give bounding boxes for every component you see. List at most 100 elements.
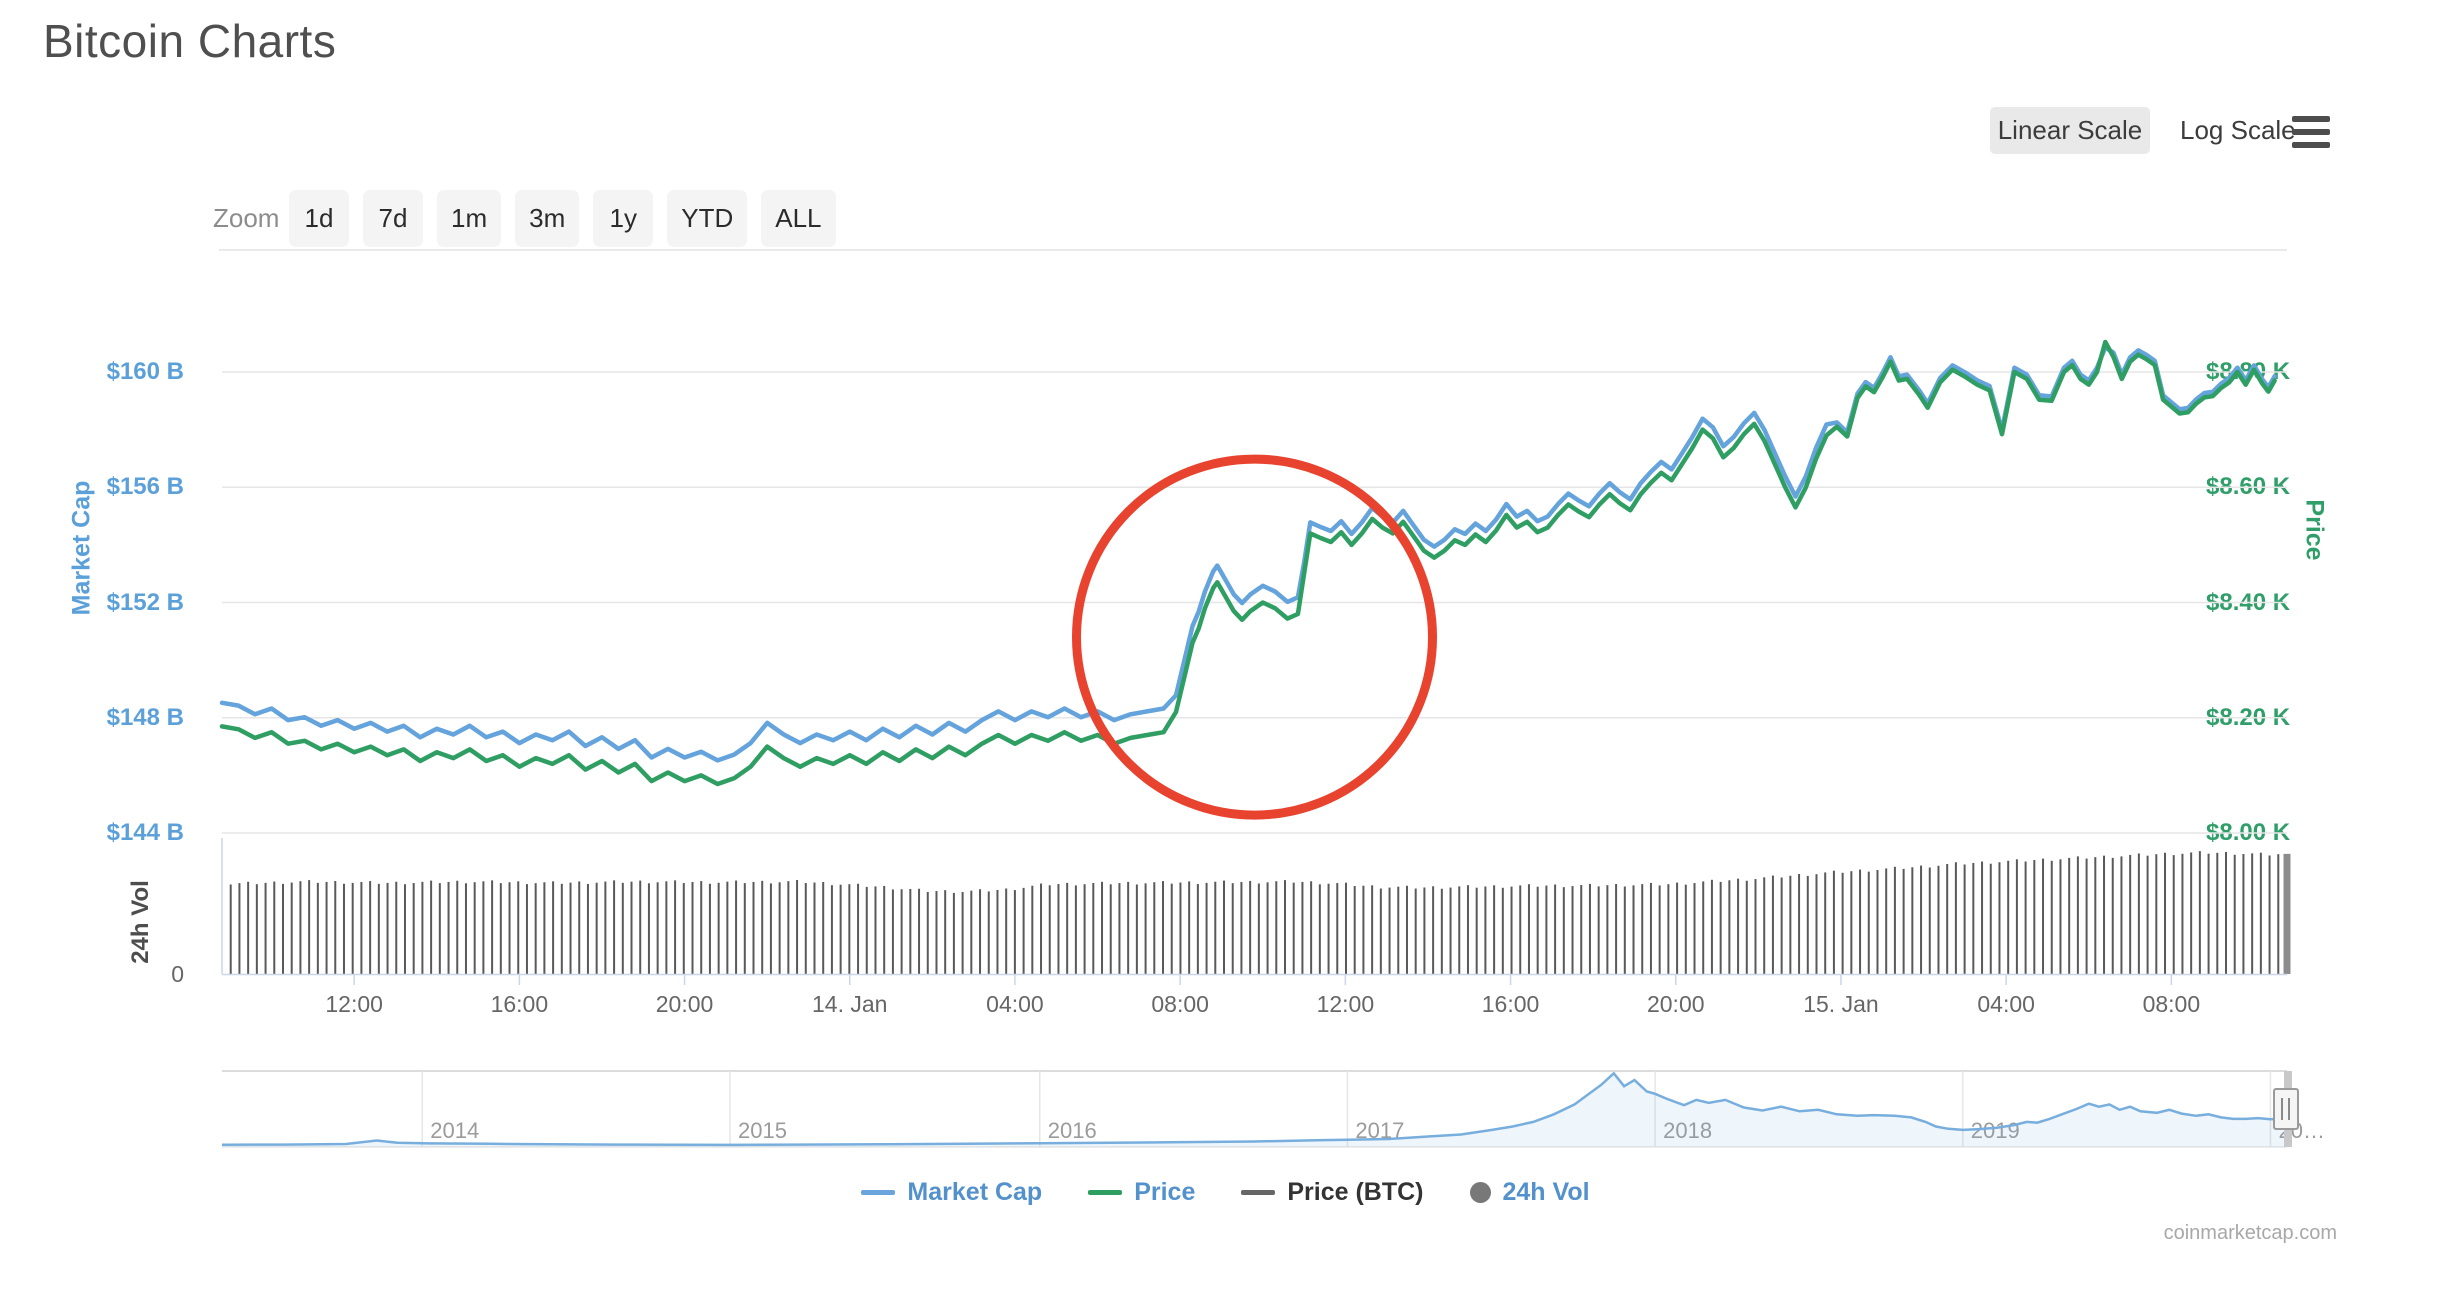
volume-bar xyxy=(1527,884,1530,974)
volume-bar xyxy=(2198,851,2201,974)
volume-bar xyxy=(2007,860,2010,974)
volume-bar xyxy=(1083,884,1086,974)
volume-bar xyxy=(822,882,825,974)
separator xyxy=(219,249,2287,251)
zoom-button-all[interactable]: ALL xyxy=(761,190,836,247)
volume-bar xyxy=(987,891,990,974)
x-axis-tick-label: 14. Jan xyxy=(812,991,888,1017)
volume-bar xyxy=(1946,864,1949,974)
volume-bar xyxy=(1588,883,1591,974)
volume-bar xyxy=(316,882,319,974)
volume-bar xyxy=(1632,885,1635,974)
volume-bar xyxy=(1998,862,2001,974)
navigator-area[interactable] xyxy=(222,1073,2287,1147)
volume-bar xyxy=(412,883,415,974)
volume-bar xyxy=(647,883,650,974)
volume-bar xyxy=(1336,883,1339,974)
volume-bar xyxy=(1667,884,1670,974)
volume-bar xyxy=(665,881,668,974)
volume-bar xyxy=(909,888,912,974)
volume-bar xyxy=(2111,857,2114,974)
legend-item-price-btc-[interactable]: Price (BTC) xyxy=(1241,1178,1424,1207)
volume-bar xyxy=(883,885,886,974)
volume-bar xyxy=(1928,867,1931,974)
legend-item-24h-vol[interactable]: 24h Vol xyxy=(1469,1178,1590,1207)
x-axis-tick-label: 04:00 xyxy=(1977,991,2035,1017)
zoom-button-7d[interactable]: 7d xyxy=(363,190,423,247)
log-scale-button[interactable]: Log Scale xyxy=(2180,115,2296,145)
zoom-button-1y[interactable]: 1y xyxy=(593,190,654,247)
volume-bar xyxy=(1127,881,1130,974)
volume-bar xyxy=(499,883,502,974)
volume-bar xyxy=(2164,852,2167,974)
x-axis-tick-label: 12:00 xyxy=(1316,991,1375,1017)
volume-bar xyxy=(2137,853,2140,974)
zoom-button-ytd[interactable]: YTD xyxy=(667,190,748,247)
legend-item-price[interactable]: Price xyxy=(1088,1178,1195,1207)
volume-bar xyxy=(1885,868,1888,974)
zoom-button-3m[interactable]: 3m xyxy=(515,190,580,247)
volume-bar xyxy=(769,883,772,974)
volume-bar xyxy=(1466,885,1469,974)
volume-bar xyxy=(1963,864,1966,974)
volume-bar xyxy=(2259,852,2262,974)
navigator-handle-box[interactable] xyxy=(2273,1088,2299,1130)
volume-bar xyxy=(700,881,703,974)
volume-bar xyxy=(1754,879,1757,974)
volume-bar xyxy=(1850,871,1853,974)
volume-bar xyxy=(534,883,537,974)
volume-bar xyxy=(656,882,659,974)
linear-scale-button[interactable]: Linear Scale xyxy=(1990,107,2150,154)
volume-bar xyxy=(1283,880,1286,974)
volume-bar xyxy=(2181,853,2184,974)
volume-bar xyxy=(1414,888,1417,974)
chart-plot-area[interactable] xyxy=(222,332,2287,974)
volume-bar xyxy=(796,880,799,974)
legend-item-market-cap[interactable]: Market Cap xyxy=(861,1178,1042,1207)
volume-bar xyxy=(2233,854,2236,974)
chart-menu-button[interactable] xyxy=(2292,116,2330,148)
zoom-button-group: 1d 7d 1m 3m 1y YTD ALL xyxy=(289,190,836,247)
volume-bar xyxy=(830,885,833,974)
navigator-handle[interactable] xyxy=(2273,1088,2299,1130)
volume-bar xyxy=(1989,863,1992,974)
legend-label: Price xyxy=(1134,1178,1196,1206)
volume-bar xyxy=(1789,875,1792,974)
volume-bar xyxy=(1815,874,1818,974)
volume-bar xyxy=(1066,882,1069,974)
volume-bar xyxy=(1231,883,1234,974)
zoom-button-1m[interactable]: 1m xyxy=(437,190,502,247)
volume-bar xyxy=(996,889,999,974)
volume-bar xyxy=(2277,854,2280,974)
volume-bar xyxy=(1057,884,1060,974)
volume-bar xyxy=(1423,887,1426,974)
volume-bar xyxy=(2155,854,2158,974)
volume-bar xyxy=(1493,885,1496,974)
volume-bar xyxy=(1562,887,1565,974)
zoom-button-1d[interactable]: 1d xyxy=(289,190,349,247)
volume-bar xyxy=(1954,862,1957,974)
volume-bar xyxy=(1876,870,1879,974)
volume-bar xyxy=(1824,872,1827,974)
volume-bar xyxy=(1649,882,1652,974)
volume-bar xyxy=(1292,882,1295,974)
volume-bar xyxy=(1397,886,1400,974)
volume-bar xyxy=(961,891,964,974)
volume-bar xyxy=(944,890,947,974)
volume-bar xyxy=(2207,853,2210,974)
volume-bar xyxy=(2120,856,2123,974)
volume-bar xyxy=(299,881,302,974)
volume-bar xyxy=(1501,887,1504,974)
navigator-year-label: 2016 xyxy=(1047,1118,1097,1143)
navigator-year-label: 2019 xyxy=(1971,1118,2020,1144)
volume-bar xyxy=(1676,882,1679,974)
volume-bar xyxy=(525,884,528,974)
volume-bar xyxy=(604,881,607,974)
volume-bar xyxy=(1249,880,1252,974)
volume-bar xyxy=(813,882,816,974)
volume-bar xyxy=(1162,881,1165,974)
volume-bar xyxy=(691,882,694,974)
volume-bar xyxy=(1388,887,1391,974)
volume-bar xyxy=(1449,887,1452,974)
volume-bar xyxy=(2190,852,2193,974)
